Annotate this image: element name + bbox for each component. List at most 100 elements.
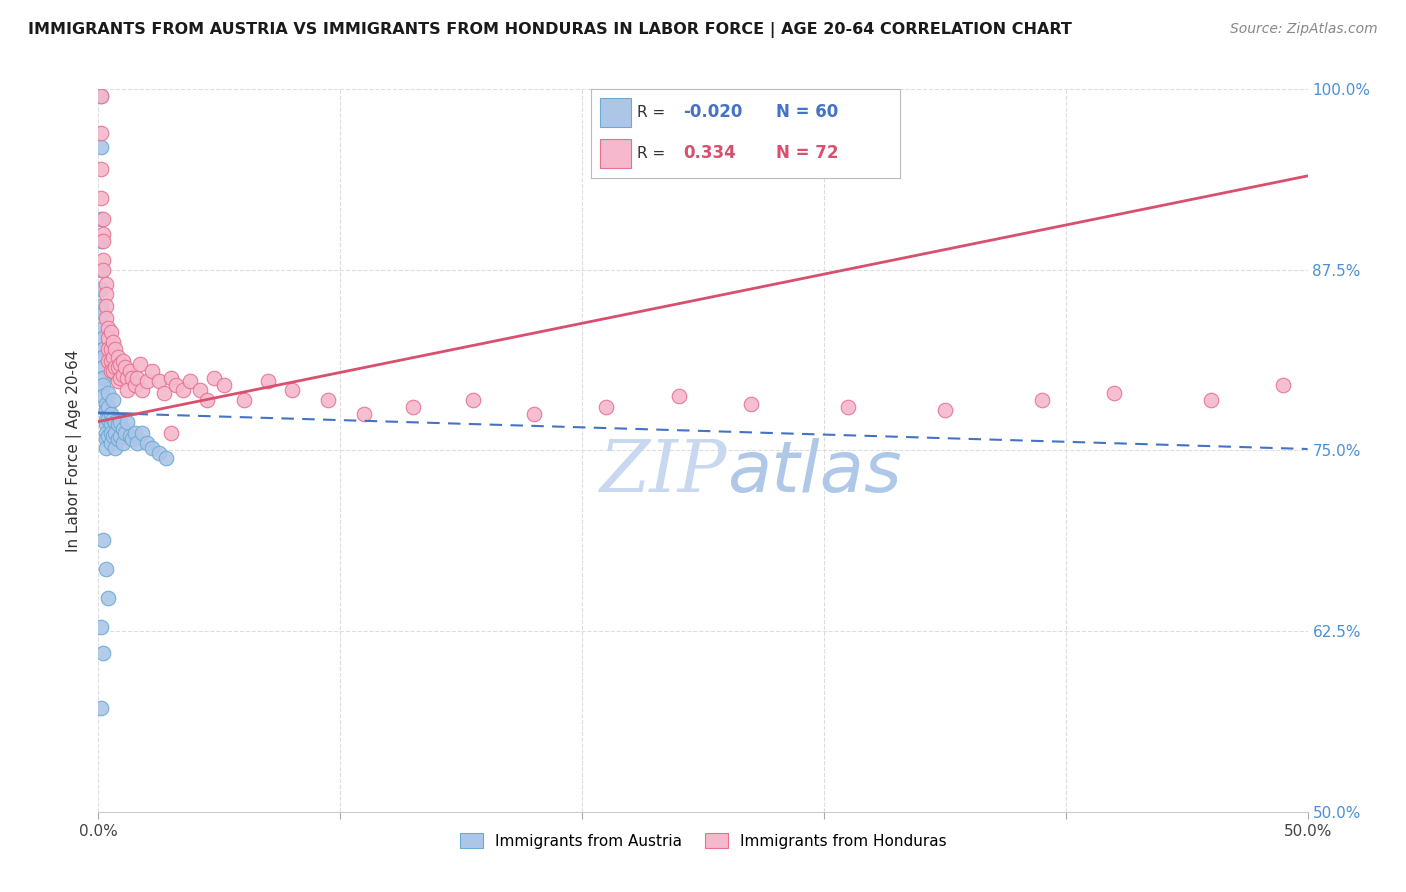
Point	[160, 426, 183, 441]
Point	[94, 432, 117, 446]
Point	[91, 646, 114, 660]
Point	[148, 374, 170, 388]
Point	[107, 417, 129, 432]
Point	[91, 359, 114, 374]
Point	[160, 371, 183, 385]
Point	[91, 343, 114, 357]
Point	[90, 140, 112, 154]
Point	[1102, 385, 1125, 400]
Point	[101, 350, 124, 364]
Point	[104, 441, 127, 455]
Point	[114, 426, 136, 441]
Point	[256, 374, 278, 388]
Point	[1031, 392, 1053, 407]
Point	[118, 429, 141, 443]
Point	[595, 400, 617, 414]
Text: N = 60: N = 60	[776, 103, 838, 121]
Point	[135, 374, 157, 388]
Point	[91, 227, 114, 241]
Point	[107, 432, 129, 446]
Point	[94, 417, 117, 432]
Point	[101, 392, 124, 407]
Point	[91, 350, 114, 364]
Point	[104, 426, 127, 441]
Point	[837, 400, 859, 414]
Point	[97, 591, 120, 605]
Point	[104, 415, 127, 429]
Point	[124, 378, 146, 392]
Text: 0.334: 0.334	[683, 145, 737, 162]
Point	[100, 436, 122, 450]
Point	[1272, 378, 1295, 392]
Point	[108, 371, 131, 385]
Point	[94, 277, 117, 292]
Point	[94, 287, 117, 301]
Point	[90, 190, 112, 204]
Point	[100, 426, 122, 441]
Point	[117, 415, 139, 429]
Point	[91, 212, 114, 227]
Point	[124, 426, 146, 441]
Point	[121, 432, 143, 446]
Point	[90, 161, 112, 176]
Point	[97, 320, 120, 334]
Point	[107, 374, 129, 388]
Point	[127, 436, 149, 450]
Point	[90, 700, 112, 714]
Text: ZIP: ZIP	[600, 437, 727, 508]
Point	[91, 306, 114, 320]
Point	[127, 371, 149, 385]
Point	[91, 371, 114, 385]
Point	[91, 252, 114, 267]
Point	[97, 354, 120, 368]
Point	[108, 357, 131, 371]
Point	[100, 325, 122, 339]
Point	[1199, 392, 1222, 407]
Point	[353, 407, 375, 421]
Point	[934, 403, 956, 417]
Point	[97, 331, 120, 345]
Text: R =: R =	[637, 105, 671, 120]
Point	[90, 212, 112, 227]
Point	[91, 263, 114, 277]
Point	[232, 392, 254, 407]
Text: atlas: atlas	[727, 438, 901, 507]
Text: R =: R =	[637, 146, 675, 161]
Point	[108, 429, 131, 443]
Text: N = 72: N = 72	[776, 145, 838, 162]
Point	[100, 417, 122, 432]
Point	[90, 263, 112, 277]
Point	[281, 383, 304, 397]
Point	[141, 364, 163, 378]
Point	[91, 320, 114, 334]
Point	[94, 441, 117, 455]
Point	[101, 429, 124, 443]
Point	[94, 411, 117, 425]
Text: -0.020: -0.020	[683, 103, 742, 121]
Point	[148, 446, 170, 460]
Legend: Immigrants from Austria, Immigrants from Honduras: Immigrants from Austria, Immigrants from…	[454, 827, 952, 855]
Point	[117, 383, 139, 397]
Point	[740, 397, 762, 411]
Point	[131, 426, 153, 441]
Point	[100, 354, 122, 368]
Point	[94, 310, 117, 325]
Y-axis label: In Labor Force | Age 20-64: In Labor Force | Age 20-64	[66, 350, 83, 551]
Point	[100, 407, 122, 421]
Bar	[600, 139, 631, 168]
Point	[90, 620, 112, 634]
Point	[101, 364, 124, 378]
Point	[108, 415, 131, 429]
Bar	[600, 98, 631, 127]
Point	[402, 400, 425, 414]
Point	[204, 371, 226, 385]
Point	[114, 359, 136, 374]
Point	[90, 89, 112, 103]
Point	[118, 364, 141, 378]
Point	[90, 282, 112, 296]
Point	[463, 392, 485, 407]
Point	[97, 385, 120, 400]
Point	[135, 436, 157, 450]
Point	[97, 400, 120, 414]
Point	[172, 383, 194, 397]
